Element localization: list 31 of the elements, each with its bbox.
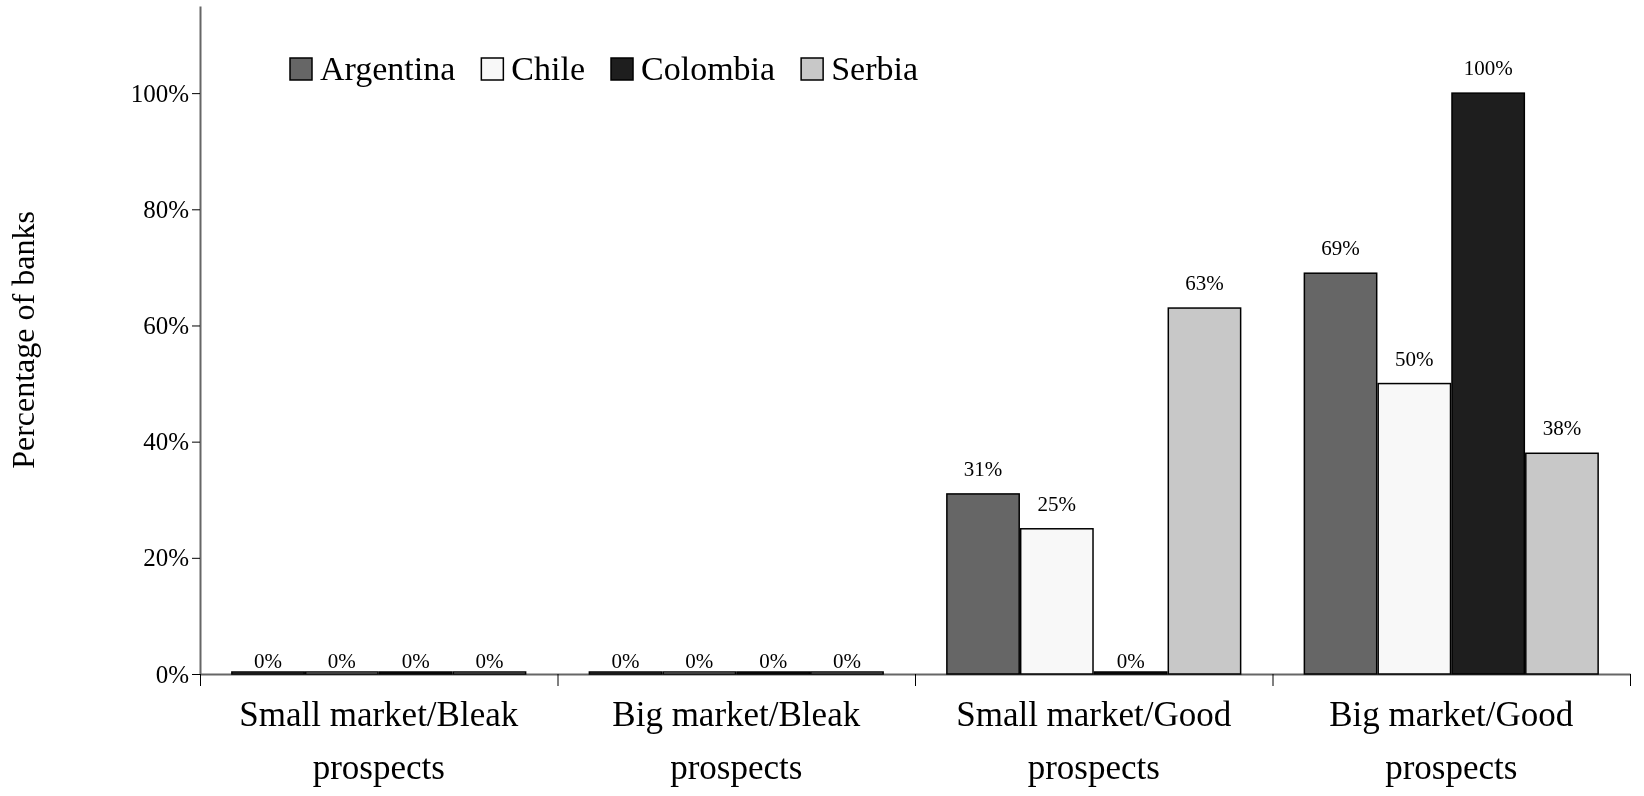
x-tick-label: Big market/Good prospects bbox=[1329, 695, 1574, 787]
x-tick-label: Big market/Bleak prospects bbox=[612, 695, 861, 787]
y-tick-label: 20% bbox=[143, 544, 189, 572]
legend-label: Argentina bbox=[320, 50, 456, 87]
legend-label: Serbia bbox=[831, 50, 918, 87]
y-tick-label: 80% bbox=[143, 195, 189, 223]
y-axis-title: Percentage of banks bbox=[5, 211, 41, 469]
x-tick-label: Small market/Bleak prospects bbox=[239, 695, 519, 787]
data-label: 31% bbox=[963, 456, 1003, 481]
y-tick-label: 100% bbox=[130, 79, 189, 107]
data-label: 0% bbox=[254, 649, 283, 673]
data-label: 100% bbox=[1463, 56, 1513, 81]
data-label: 63% bbox=[1185, 271, 1224, 296]
data-label: 69% bbox=[1321, 236, 1360, 261]
y-tick-label: 0% bbox=[155, 660, 189, 688]
data-label: 0% bbox=[611, 649, 640, 673]
data-label: 0% bbox=[832, 649, 861, 673]
data-label: 0% bbox=[327, 649, 356, 673]
y-tick-label: 40% bbox=[143, 428, 189, 456]
data-label: 0% bbox=[759, 649, 788, 673]
y-tick-label: 60% bbox=[143, 311, 189, 339]
data-label: 0% bbox=[475, 649, 504, 673]
data-label: 25% bbox=[1037, 491, 1077, 516]
x-tick-label: Small market/Good prospects bbox=[956, 695, 1232, 787]
legend-label: Chile bbox=[511, 50, 586, 87]
data-label: 0% bbox=[1116, 649, 1145, 673]
data-label: 0% bbox=[685, 649, 714, 673]
data-label: 0% bbox=[401, 649, 430, 673]
data-label: 38% bbox=[1542, 416, 1582, 441]
legend-label: Colombia bbox=[641, 50, 776, 87]
data-label: 50% bbox=[1395, 346, 1434, 371]
